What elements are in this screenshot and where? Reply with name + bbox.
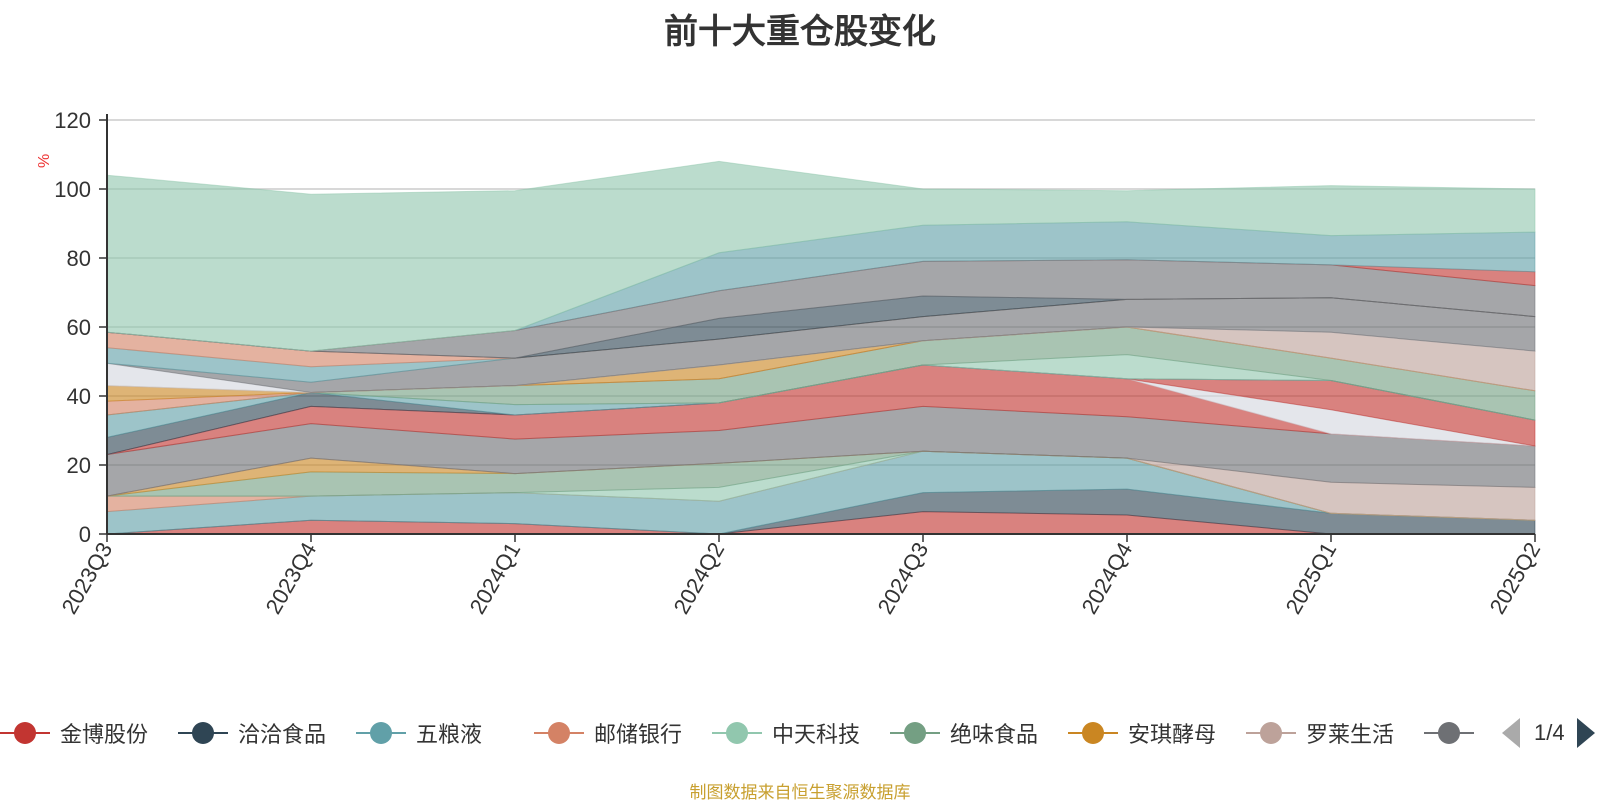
legend-label: 邮储银行 (594, 722, 683, 747)
legend-label: 洽洽食品 (238, 722, 327, 747)
y-tick-label: 120 (54, 108, 91, 133)
legend-label: 罗莱生活 (1306, 722, 1395, 747)
x-tick-label: 2024Q3 (873, 538, 934, 618)
legend-marker-icon (0, 716, 50, 750)
legend-marker-icon (712, 716, 762, 750)
legend-item[interactable]: 绝味食品 (890, 716, 1038, 750)
legend-marker-icon (1424, 716, 1474, 750)
legend-marker-icon (1068, 716, 1118, 750)
legend-page-indicator: 1/4 (1534, 720, 1565, 745)
y-axis-unit-label: % (36, 154, 53, 168)
legend-item[interactable]: 洽洽食品 (178, 716, 326, 750)
legend-prev-page-icon[interactable] (1502, 718, 1520, 748)
x-tick-label: 2025Q2 (1485, 538, 1546, 618)
legend-label: 金博股份 (60, 722, 149, 747)
legend-item[interactable]: 邮储银行 (534, 716, 682, 750)
legend: 金博股份 洽洽食品 五粮液 邮储银行 中天科技 绝味食品 安琪酵母 罗莱生活 星宇股份 (0, 716, 1480, 750)
legend-marker-icon (1246, 716, 1296, 750)
legend-label: 安琪酵母 (1128, 722, 1217, 747)
legend-item[interactable]: 金博股份 (0, 716, 148, 750)
legend-label: 绝味食品 (950, 722, 1039, 747)
legend-next-page-icon[interactable] (1576, 718, 1595, 748)
y-tick-label: 20 (67, 453, 91, 478)
x-tick-label: 2023Q4 (261, 538, 322, 618)
legend-label: 中天科技 (772, 722, 861, 747)
y-tick-label: 80 (67, 246, 91, 271)
legend-item[interactable]: 五粮液 (356, 716, 482, 750)
legend-pager: 1/4 (1500, 716, 1600, 750)
x-tick-label: 2024Q4 (1077, 538, 1138, 618)
legend-marker-icon (890, 716, 940, 750)
source-note: 制图数据来自恒生聚源数据库 (689, 783, 911, 802)
legend-marker-icon (356, 716, 406, 750)
legend-item[interactable]: 中天科技 (712, 716, 860, 750)
x-tick-label: 2024Q1 (465, 538, 526, 618)
legend-item[interactable]: 安琪酵母 (1068, 716, 1216, 750)
y-tick-label: 0 (79, 522, 91, 547)
legend-item[interactable]: 星宇股份 (1424, 716, 1480, 750)
x-tick-label: 2025Q1 (1281, 538, 1342, 618)
x-tick-label: 2023Q3 (57, 538, 118, 618)
area-series-27 (106, 160, 1536, 352)
legend-item[interactable]: 罗莱生活 (1246, 716, 1394, 750)
x-tick-label: 2024Q2 (669, 538, 730, 618)
y-tick-label: 60 (67, 315, 91, 340)
y-tick-label: 100 (54, 177, 91, 202)
legend-marker-icon (178, 716, 228, 750)
legend-marker-icon (534, 716, 584, 750)
chart-title: 前十大重仓股变化 (664, 13, 936, 51)
area-series (106, 160, 1536, 535)
legend-label: 五粮液 (416, 722, 483, 747)
y-tick-label: 40 (67, 384, 91, 409)
